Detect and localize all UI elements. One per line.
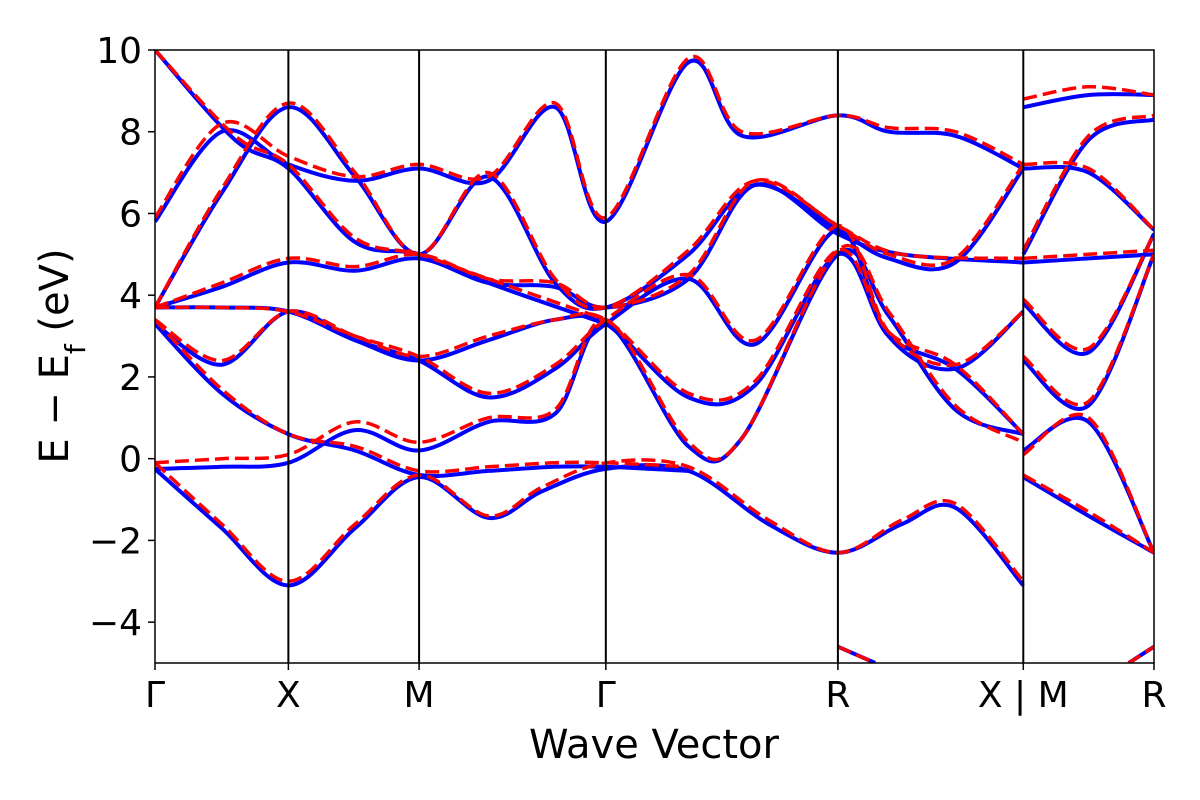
band-line-1-0 [155, 458, 1025, 584]
x-tick-label: R [1141, 675, 1166, 716]
band-line-0-0 [155, 463, 1025, 588]
band-line-1-17 [837, 645, 876, 663]
band-line-1-11 [1022, 253, 1154, 407]
y-ticks: −4 −2 0 2 4 6 8 10 [89, 31, 155, 644]
band-line-1-15 [1021, 113, 1154, 252]
band-line-1-18 [1127, 645, 1154, 663]
band-line-1-14 [1023, 160, 1154, 232]
x-tick-label: R [825, 675, 850, 716]
x-tick-label: X [276, 675, 301, 716]
band-line-1-9 [155, 50, 607, 322]
band-line-1-3 [155, 243, 1025, 465]
plot-frame [154, 49, 1155, 664]
y-tick-label: 0 [119, 440, 142, 481]
x-tick-label: M [404, 675, 435, 716]
y-axis-label: E − Ef (eV) [32, 248, 92, 463]
band-line-1-16 [1022, 412, 1154, 554]
band-line-1-8 [155, 54, 1025, 220]
band-line-1-13 [1022, 85, 1154, 101]
y-tick-label: 2 [119, 358, 142, 399]
series-solid-blue [155, 50, 1154, 663]
x-tick-label: Γ [145, 675, 165, 716]
y-tick-label: 10 [96, 31, 142, 72]
band-line-0-10 [1023, 252, 1154, 265]
band-line-0-15 [1021, 117, 1154, 256]
y-tick-label: 8 [119, 113, 142, 154]
x-ticks: Γ X M Γ R X | M R [145, 663, 1167, 716]
y-tick-label: −4 [89, 603, 142, 644]
series-layer [155, 50, 1154, 663]
band-line-1-4 [155, 247, 1025, 436]
x-tick-label: Γ [596, 675, 616, 716]
y-axis-label-sub: f [59, 343, 92, 354]
band-line-0-14 [1023, 164, 1154, 232]
band-line-0-13 [1022, 92, 1154, 110]
x-axis-label: Wave Vector [529, 722, 780, 768]
band-line-1-12 [1022, 233, 1154, 352]
band-line-1-10 [1023, 248, 1154, 261]
band-line-0-1 [1022, 475, 1154, 555]
y-tick-label: −2 [89, 521, 142, 562]
kpoint-lines [287, 50, 1025, 663]
y-tick-label: 6 [119, 194, 142, 235]
x-tick-label: X | M [978, 675, 1069, 716]
y-axis-label-unit: (eV) [32, 248, 78, 344]
y-axis-label-main: E − E [32, 354, 78, 464]
band-line-0-3 [155, 248, 1024, 471]
band-line-0-6 [155, 182, 1024, 310]
band-line-0-9 [155, 50, 607, 326]
series-dashed-red [155, 50, 1154, 663]
y-tick-label: 4 [119, 276, 142, 317]
